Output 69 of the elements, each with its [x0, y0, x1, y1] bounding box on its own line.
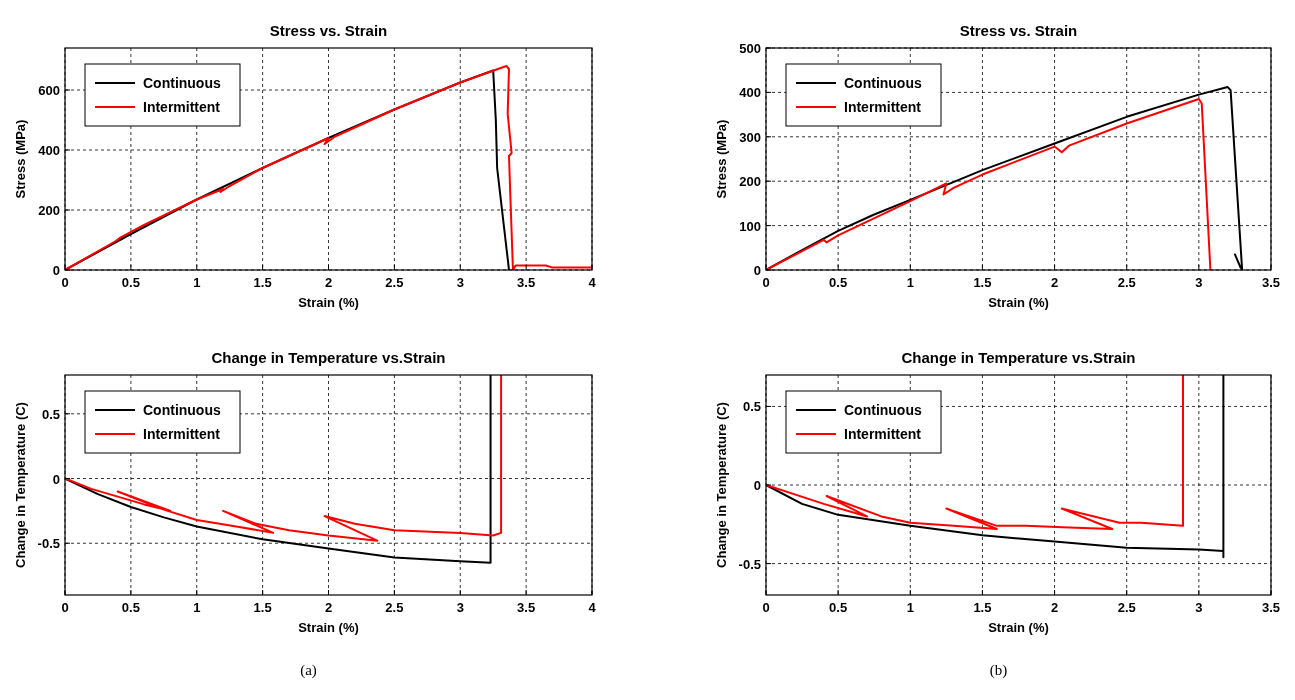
y-tick-label: 500 — [739, 41, 761, 56]
y-tick-label: 100 — [739, 218, 761, 234]
x-tick-label: 1.5 — [973, 600, 992, 615]
x-tick-label: 1.5 — [253, 600, 272, 615]
x-tick-label: 3.5 — [1261, 275, 1281, 290]
x-axis-title: Strain (%) — [298, 620, 359, 635]
y-tick-label: 0.5 — [742, 399, 761, 415]
x-tick-label: 0.5 — [829, 600, 848, 615]
x-axis-title: Strain (%) — [988, 620, 1049, 635]
x-axis-title: Strain (%) — [988, 295, 1049, 310]
y-tick-label: 0 — [753, 478, 761, 493]
x-tick-label: 2 — [1050, 600, 1059, 615]
y-tick-label: 400 — [38, 143, 60, 158]
x-tick-label: 4 — [588, 600, 597, 615]
x-tick-label: 0.5 — [121, 275, 140, 290]
x-tick-label: 1.5 — [973, 275, 992, 290]
legend-label: Continuous — [844, 75, 922, 91]
x-tick-label: 3.5 — [517, 600, 536, 615]
x-tick-label: 2 — [1050, 275, 1059, 290]
x-tick-label: 1.5 — [253, 275, 272, 290]
x-tick-label: 2.5 — [1117, 275, 1136, 290]
y-axis-title: Change in Temperature (C) — [13, 402, 28, 568]
y-tick-label: 0 — [753, 263, 761, 278]
x-tick-label: 1 — [906, 275, 914, 290]
legend-label: Continuous — [143, 402, 221, 418]
y-tick-label: 400 — [739, 85, 761, 101]
x-tick-label: 3 — [1195, 600, 1203, 615]
chart-title: Stress vs. Strain — [269, 22, 388, 39]
y-tick-label: -0.5 — [37, 536, 60, 552]
x-tick-label: 2 — [324, 600, 333, 615]
legend-label: Intermittent — [143, 99, 221, 115]
x-axis-title: Strain (%) — [298, 295, 359, 310]
y-tick-label: 0 — [52, 471, 60, 487]
x-tick-label: 3.5 — [1261, 600, 1281, 615]
x-tick-label: 1 — [193, 600, 201, 615]
x-tick-label: 4 — [588, 275, 597, 290]
x-tick-label: 3 — [1195, 275, 1203, 290]
x-tick-label: 2.5 — [385, 275, 404, 290]
y-axis-title: Stress (MPa) — [714, 119, 729, 199]
text: (a) — [300, 662, 317, 679]
y-tick-label: 0.5 — [41, 406, 60, 422]
legend-label: Continuous — [844, 402, 922, 418]
chart-title: Change in Temperature vs.Strain — [901, 349, 1136, 366]
legend-label: Intermittent — [844, 99, 922, 115]
y-tick-label: 600 — [38, 83, 60, 98]
y-tick-label: 0 — [52, 263, 60, 278]
x-tick-label: 3 — [456, 600, 464, 615]
y-tick-label: -0.5 — [738, 556, 761, 572]
y-axis-title: Change in Temperature (C) — [714, 402, 729, 568]
line-series — [766, 375, 1184, 530]
x-tick-label: 1 — [906, 600, 914, 615]
x-tick-label: 0.5 — [121, 600, 140, 615]
x-tick-label: 2.5 — [1117, 600, 1136, 615]
x-tick-label: 1 — [193, 275, 201, 290]
y-axis-title: Stress (MPa) — [13, 119, 28, 199]
chart-title: Stress vs. Strain — [959, 22, 1078, 39]
x-tick-label: 3 — [456, 275, 464, 290]
text: (b) — [989, 662, 1008, 679]
legend-label: Intermittent — [143, 426, 221, 442]
x-tick-label: 0.5 — [829, 275, 848, 290]
y-tick-label: 200 — [38, 203, 60, 218]
y-tick-label: 300 — [739, 129, 761, 145]
legend-label: Continuous — [143, 75, 221, 91]
x-tick-label: 2 — [324, 275, 333, 290]
x-tick-label: 3.5 — [517, 275, 536, 290]
legend-label: Intermittent — [844, 426, 922, 442]
y-tick-label: 200 — [739, 174, 761, 190]
x-tick-label: 2.5 — [385, 600, 404, 615]
chart-title: Change in Temperature vs.Strain — [211, 349, 446, 366]
